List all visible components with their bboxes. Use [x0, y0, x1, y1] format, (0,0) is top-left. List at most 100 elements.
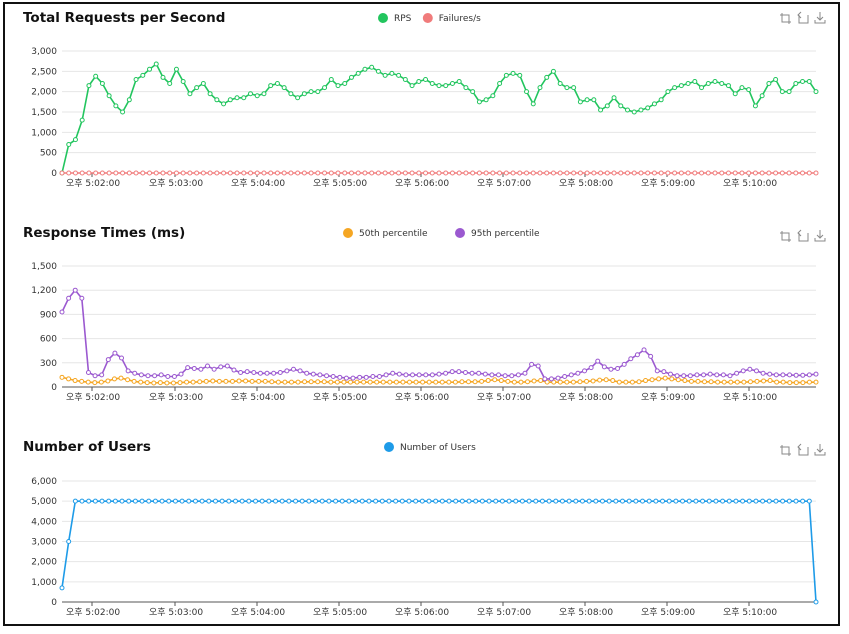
data-point[interactable]: [611, 95, 617, 101]
zoom-reset-icon[interactable]: [797, 11, 809, 24]
data-point[interactable]: [687, 373, 693, 379]
data-point[interactable]: [611, 170, 617, 176]
data-point[interactable]: [359, 498, 365, 504]
data-point[interactable]: [715, 379, 721, 385]
data-point[interactable]: [145, 373, 151, 379]
data-point[interactable]: [295, 170, 301, 176]
data-point[interactable]: [341, 379, 347, 385]
data-point[interactable]: [706, 498, 712, 504]
data-point[interactable]: [726, 498, 732, 504]
data-point[interactable]: [806, 79, 812, 84]
data-point[interactable]: [274, 170, 280, 176]
data-point[interactable]: [518, 379, 524, 385]
data-point[interactable]: [383, 372, 389, 378]
data-point[interactable]: [598, 170, 604, 176]
data-point[interactable]: [120, 109, 126, 115]
data-point[interactable]: [506, 498, 512, 504]
data-point[interactable]: [355, 170, 361, 176]
data-point[interactable]: [284, 368, 290, 374]
data-point[interactable]: [577, 99, 583, 105]
data-point[interactable]: [553, 498, 559, 504]
data-point[interactable]: [138, 372, 144, 378]
data-point[interactable]: [779, 170, 785, 176]
data-point[interactable]: [695, 378, 701, 384]
data-point[interactable]: [271, 370, 277, 376]
data-point[interactable]: [618, 103, 624, 109]
data-point[interactable]: [366, 498, 372, 504]
zoom-reset-icon[interactable]: [797, 443, 809, 456]
data-point[interactable]: [673, 498, 679, 504]
data-point[interactable]: [111, 376, 117, 382]
data-point[interactable]: [526, 498, 532, 504]
data-point[interactable]: [564, 170, 570, 176]
data-point[interactable]: [409, 170, 415, 176]
data-point[interactable]: [603, 377, 609, 383]
data-point[interactable]: [218, 364, 224, 370]
data-point[interactable]: [661, 369, 667, 375]
data-point[interactable]: [207, 91, 213, 97]
data-point[interactable]: [315, 379, 321, 385]
data-point[interactable]: [686, 498, 692, 504]
data-point[interactable]: [806, 498, 812, 504]
data-point[interactable]: [773, 170, 779, 176]
data-point[interactable]: [301, 91, 307, 97]
data-point[interactable]: [511, 379, 517, 385]
data-point[interactable]: [79, 295, 85, 301]
data-point[interactable]: [326, 498, 332, 504]
data-point[interactable]: [259, 498, 265, 504]
data-point[interactable]: [85, 369, 91, 375]
data-point[interactable]: [463, 170, 469, 176]
data-point[interactable]: [85, 379, 91, 385]
data-point[interactable]: [604, 170, 610, 176]
data-point[interactable]: [753, 498, 759, 504]
data-point[interactable]: [636, 379, 642, 385]
data-point[interactable]: [766, 81, 772, 87]
data-point[interactable]: [187, 170, 193, 176]
data-point[interactable]: [353, 498, 359, 504]
data-point[interactable]: [577, 379, 583, 385]
data-point[interactable]: [498, 378, 504, 384]
data-point[interactable]: [413, 498, 419, 504]
data-point[interactable]: [429, 81, 435, 87]
data-point[interactable]: [59, 170, 65, 176]
data-point[interactable]: [99, 498, 105, 504]
data-point[interactable]: [66, 295, 72, 301]
data-point[interactable]: [476, 170, 482, 176]
zoom-reset-icon[interactable]: [797, 229, 809, 242]
data-point[interactable]: [678, 83, 684, 89]
data-point[interactable]: [227, 97, 233, 103]
data-point[interactable]: [530, 170, 536, 176]
data-point[interactable]: [631, 170, 637, 176]
data-point[interactable]: [224, 363, 230, 369]
data-point[interactable]: [234, 95, 240, 101]
data-point[interactable]: [539, 498, 545, 504]
data-point[interactable]: [187, 91, 193, 97]
data-point[interactable]: [443, 170, 449, 176]
data-point[interactable]: [79, 498, 85, 504]
data-point[interactable]: [211, 366, 217, 372]
data-point[interactable]: [86, 170, 92, 176]
legend-item[interactable]: Number of Users: [384, 442, 476, 453]
data-point[interactable]: [449, 170, 455, 176]
data-point[interactable]: [79, 170, 85, 176]
data-point[interactable]: [713, 498, 719, 504]
data-point[interactable]: [692, 170, 698, 176]
data-point[interactable]: [519, 498, 525, 504]
data-point[interactable]: [131, 378, 137, 384]
data-point[interactable]: [214, 170, 220, 176]
data-point[interactable]: [308, 89, 314, 95]
data-point[interactable]: [413, 379, 419, 385]
data-point[interactable]: [166, 498, 172, 504]
data-point[interactable]: [531, 378, 537, 384]
data-point[interactable]: [253, 498, 259, 504]
data-point[interactable]: [681, 373, 687, 379]
data-point[interactable]: [660, 498, 666, 504]
data-point[interactable]: [625, 170, 630, 176]
data-point[interactable]: [357, 374, 363, 380]
data-point[interactable]: [582, 368, 588, 374]
data-point[interactable]: [667, 371, 673, 377]
data-point[interactable]: [786, 170, 792, 176]
data-point[interactable]: [234, 170, 240, 176]
data-point[interactable]: [399, 498, 405, 504]
data-point[interactable]: [773, 498, 779, 504]
